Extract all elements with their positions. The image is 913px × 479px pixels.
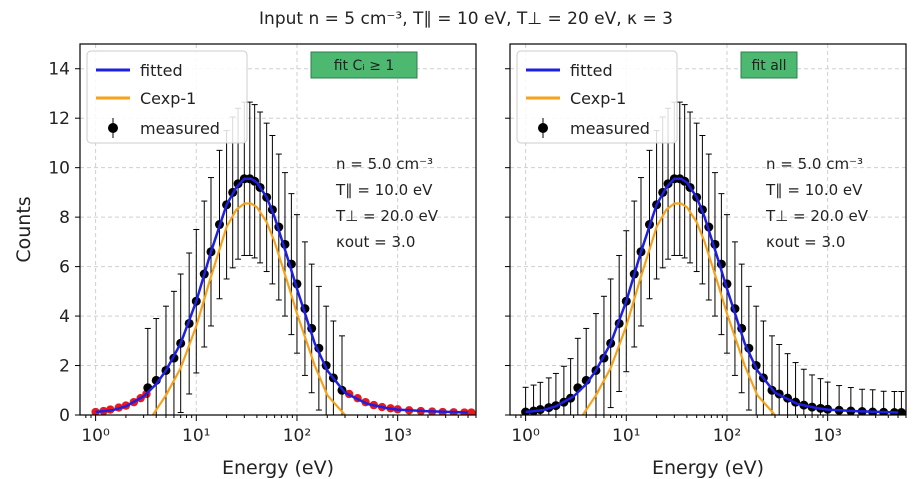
param-annotation: T∥ = 10.0 eV <box>765 181 863 199</box>
y-tick-label: 14 <box>48 60 70 80</box>
y-tick-label: 6 <box>59 258 70 278</box>
legend-box <box>516 50 678 144</box>
plot-frame <box>509 43 907 416</box>
y-tick-label: 4 <box>59 307 70 327</box>
param-annotation: T∥ = 10.0 eV <box>335 181 433 199</box>
panel-tag-box <box>310 51 418 79</box>
y-tick-label: 0 <box>59 406 70 426</box>
cexp-line <box>581 202 776 415</box>
x-tick-label: 10⁰ <box>511 426 540 446</box>
y-tick-label: 8 <box>59 208 70 228</box>
panel-tag: fit all <box>751 58 786 74</box>
chart-panel-1: 0 2 4 6 8 10 12 14 10⁰ 10¹ 10² 10³ Energy (eV) Counts… <box>13 43 477 479</box>
x-tick-label: 10⁰ <box>81 426 110 446</box>
fitted-line <box>95 177 469 414</box>
x-axis-label: Energy (eV) <box>652 457 764 479</box>
param-annotation: T⊥ = 20.0 eV <box>335 207 439 225</box>
plot-area <box>521 101 906 415</box>
legend: fitted Cexp-1 measured <box>86 50 248 144</box>
y-tick-label: 10 <box>48 159 70 179</box>
legend-entry: fitted <box>570 61 613 80</box>
chart-panel-2: 10⁰ 10¹ 10² 10³ Energy (eV) fit all fitted Cexp… <box>505 43 907 479</box>
legend-entry: measured <box>570 119 650 138</box>
legend-entry: measured <box>140 119 220 138</box>
param-annotation: κout = 3.0 <box>336 233 415 251</box>
fitted-line <box>525 177 899 414</box>
x-tick-label: 10³ <box>383 426 411 446</box>
cexp-line <box>151 202 346 415</box>
x-axis-label: Energy (eV) <box>222 457 334 479</box>
x-tick-label: 10² <box>283 426 311 446</box>
param-annotation: n = 5.0 cm⁻³ <box>766 155 863 173</box>
legend-entry: Cexp-1 <box>140 89 196 108</box>
legend-entry: fitted <box>140 61 183 80</box>
x-tick-label: 10² <box>713 426 741 446</box>
plot-area <box>91 101 476 415</box>
x-tick-label: 10¹ <box>612 426 640 446</box>
param-annotation: n = 5.0 cm⁻³ <box>336 155 433 173</box>
excluded-point <box>467 408 476 415</box>
param-annotation: T⊥ = 20.0 eV <box>765 207 869 225</box>
x-tick-label: 10³ <box>813 426 841 446</box>
x-tick-label: 10¹ <box>182 426 210 446</box>
plot-frame <box>79 43 477 416</box>
panel-tag-box <box>740 51 798 79</box>
legend-entry: Cexp-1 <box>570 89 626 108</box>
figure-title: Input n = 5 cm⁻³, T∥ = 10 eV, T⊥ = 20 eV… <box>259 9 673 29</box>
y-tick-label: 2 <box>59 357 70 377</box>
param-annotation: κout = 3.0 <box>766 233 845 251</box>
legend-box <box>86 50 248 144</box>
panel-tag: fit Cᵢ ≥ 1 <box>334 58 395 74</box>
measured-point <box>896 408 906 415</box>
y-axis-label: Counts <box>13 196 35 262</box>
y-tick-label: 12 <box>48 109 70 129</box>
legend: fitted Cexp-1 measured <box>516 50 678 144</box>
